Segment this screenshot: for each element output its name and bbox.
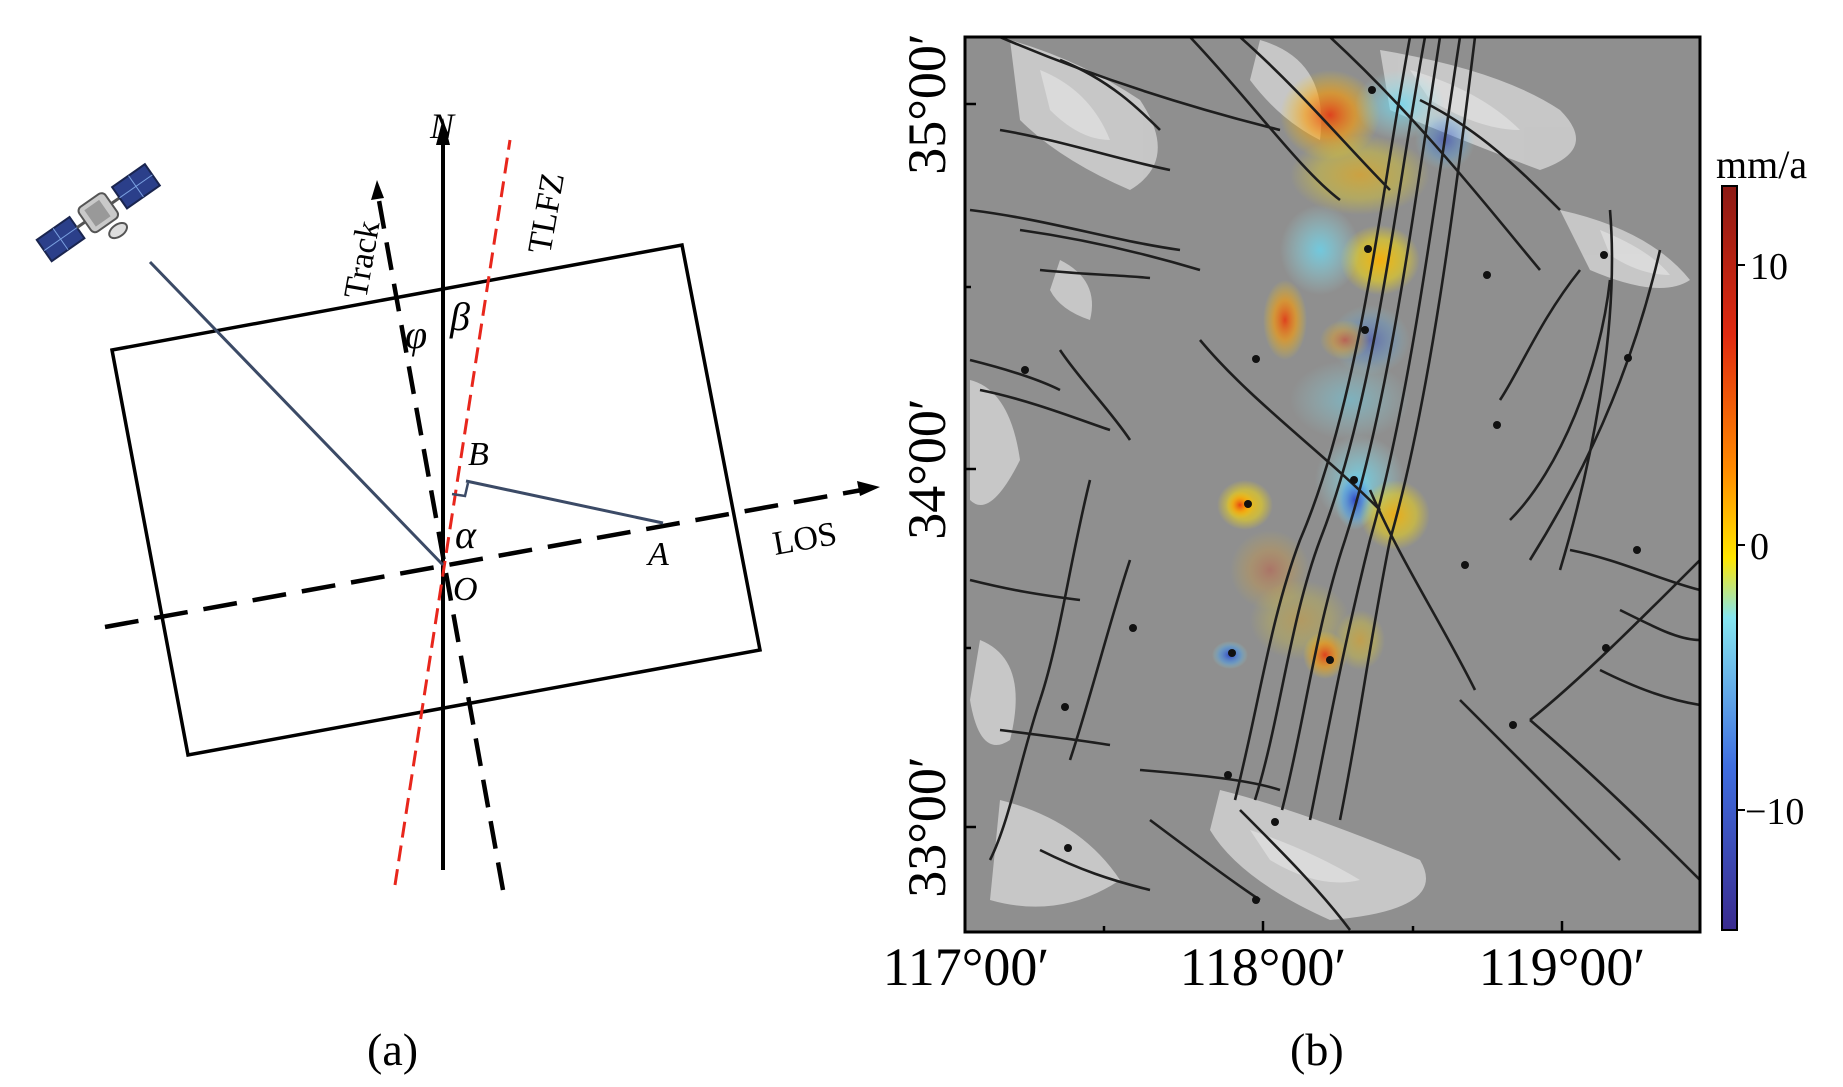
north-arrowhead [436, 118, 450, 145]
label-phi: φ [405, 312, 427, 357]
axis-tick-marks [965, 102, 1564, 932]
x-tick-label: 117°00′ [883, 937, 1049, 997]
label-point-a: A [646, 536, 669, 573]
satellite-icon [35, 162, 162, 263]
panel-a-diagram: N Track TLFZ LOS φ β α O A B (a) [35, 106, 880, 1075]
x-tick-label: 118°00′ [1180, 937, 1346, 997]
panel-b-map: 35°00′ 34°00′ 33°00′ 117°00′ 118°00′ 119… [883, 33, 1808, 1075]
y-tick-label: 33°00′ [897, 756, 957, 897]
label-beta: β [449, 294, 470, 339]
label-alpha: α [455, 512, 477, 557]
scene-frame [109, 242, 763, 758]
city-markers [1021, 86, 1641, 904]
label-los: LOS [770, 515, 840, 563]
colorbar-unit: mm/a [1716, 142, 1807, 187]
los-arrowhead [857, 481, 880, 496]
track-line [375, 194, 506, 891]
colorbar: mm/a 10 0 −10 [1716, 142, 1807, 931]
panel-b-caption: (b) [1290, 1024, 1344, 1075]
colorbar-tick-label: −10 [1745, 791, 1804, 833]
map-frame [963, 35, 1702, 934]
colorbar-tick-label: 0 [1750, 526, 1769, 568]
los-line [104, 487, 863, 630]
y-tick-label: 34°00′ [897, 398, 957, 539]
colorbar-scale [1721, 185, 1738, 931]
fault-traces [969, 37, 1700, 931]
segment-ab [465, 479, 664, 525]
colorbar-tick-label: 10 [1750, 246, 1788, 288]
x-tick-label: 119°00′ [1479, 937, 1645, 997]
fault-line [393, 139, 512, 886]
panel-a-caption: (a) [367, 1024, 418, 1075]
terrain-relief-light [1040, 70, 1670, 883]
y-tick-label: 35°00′ [897, 33, 957, 174]
satellite-ray [148, 260, 445, 567]
track-arrowhead [371, 180, 384, 200]
label-track: Track [337, 218, 387, 301]
label-point-b: B [468, 436, 489, 473]
label-point-o: O [453, 571, 478, 608]
label-fault: TLFZ [521, 170, 572, 256]
right-angle-mark [451, 482, 470, 498]
label-north: N [429, 106, 456, 146]
